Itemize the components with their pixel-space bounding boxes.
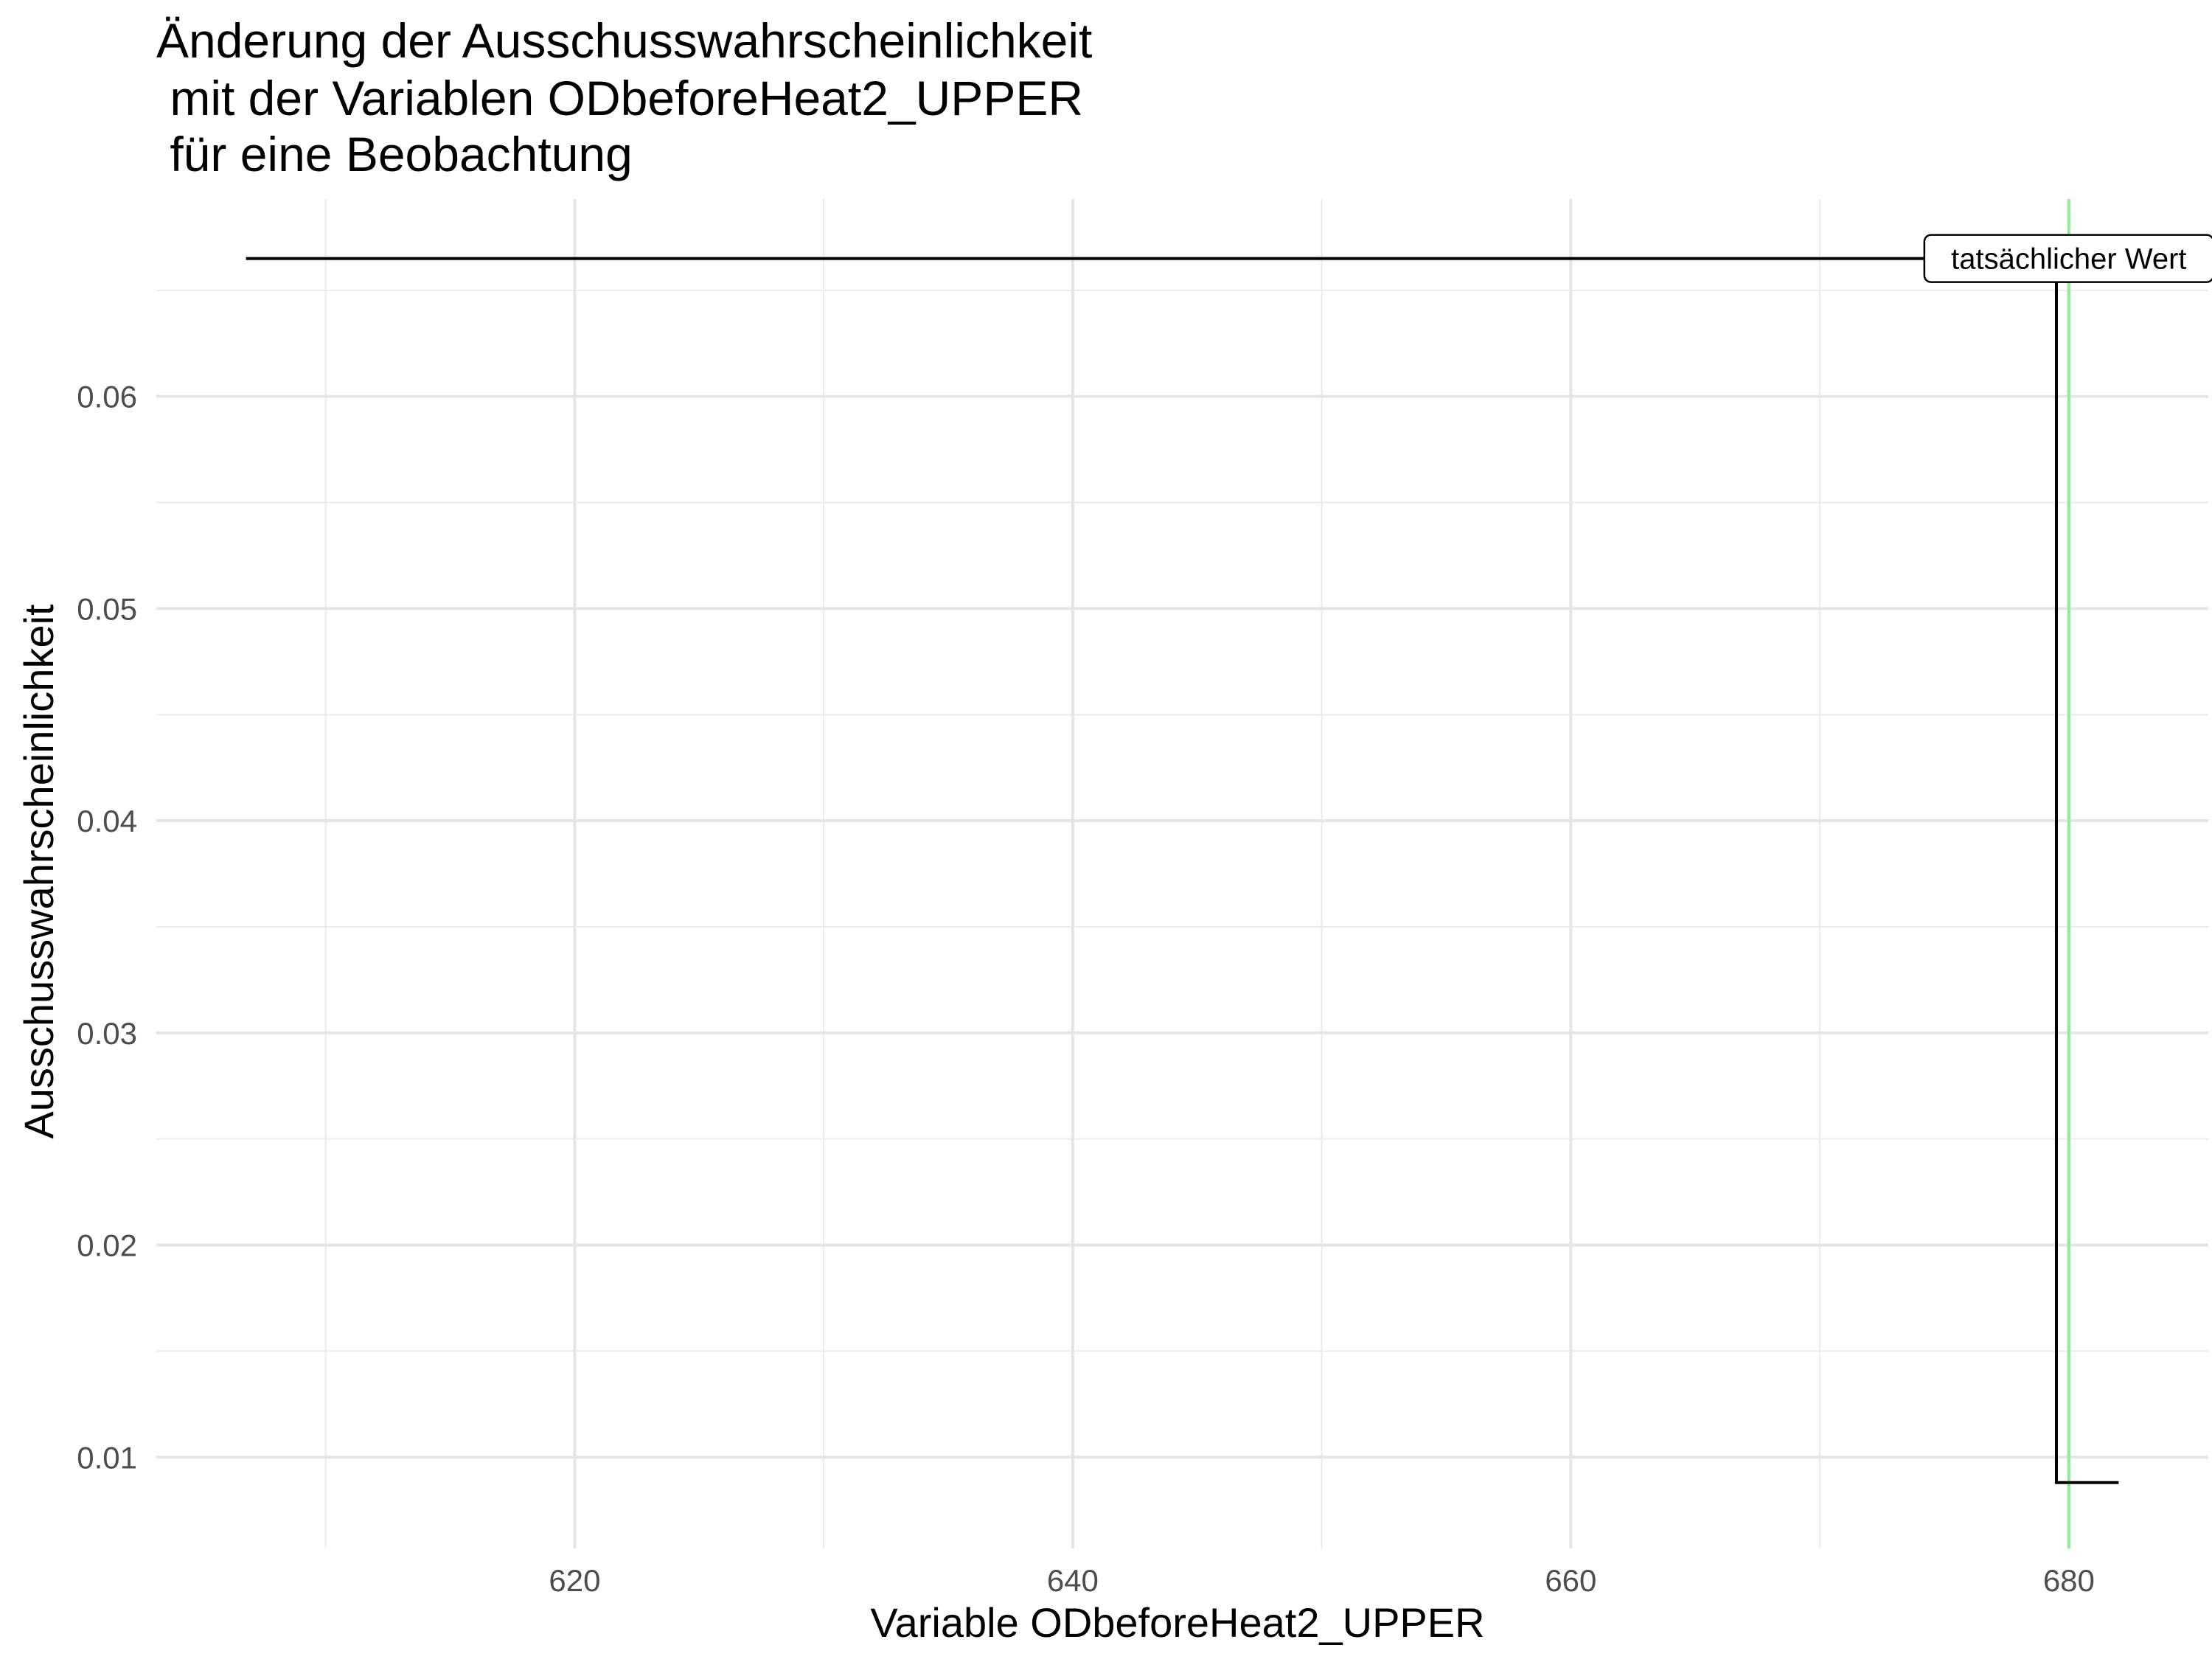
y-tick-label: 0.02 xyxy=(77,1228,137,1263)
chart-title: Änderung der Ausschusswahrscheinlichkeit… xyxy=(156,13,1092,181)
y-tick-label: 0.06 xyxy=(77,380,137,414)
x-axis-ticks: 620 640 660 680 xyxy=(549,1563,2095,1598)
x-tick-label: 620 xyxy=(549,1563,600,1598)
annotation-label: tatsächlicher Wert xyxy=(1951,243,2186,276)
annotation: tatsächlicher Wert xyxy=(1923,234,2212,283)
y-axis-ticks: 0.01 0.02 0.03 0.04 0.05 0.06 xyxy=(77,380,137,1475)
y-axis-title: Ausschusswahrscheinlichkeit xyxy=(15,604,62,1139)
y-tick-label: 0.05 xyxy=(77,591,137,626)
series-layer xyxy=(246,257,2119,1484)
chart-title-line-3: für eine Beobachtung xyxy=(156,127,633,181)
x-tick-label: 640 xyxy=(1047,1563,1099,1598)
x-tick-label: 660 xyxy=(1545,1563,1596,1598)
probability-step-line xyxy=(246,257,2119,1484)
grid-major xyxy=(156,199,2208,1548)
x-tick-label: 680 xyxy=(2043,1563,2095,1598)
chart-title-line-2: mit der Variablen ODbeforeHeat2_UPPER xyxy=(156,71,1083,125)
annotation-box xyxy=(1923,234,2212,283)
y-tick-label: 0.01 xyxy=(77,1440,137,1475)
chart-title-line-1: Änderung der Ausschusswahrscheinlichkeit xyxy=(156,13,1092,68)
x-axis-title: Variable ODbeforeHeat2_UPPER xyxy=(870,1599,1484,1646)
grid-minor xyxy=(156,199,2208,1548)
y-tick-label: 0.04 xyxy=(77,804,137,838)
y-tick-label: 0.03 xyxy=(77,1016,137,1051)
